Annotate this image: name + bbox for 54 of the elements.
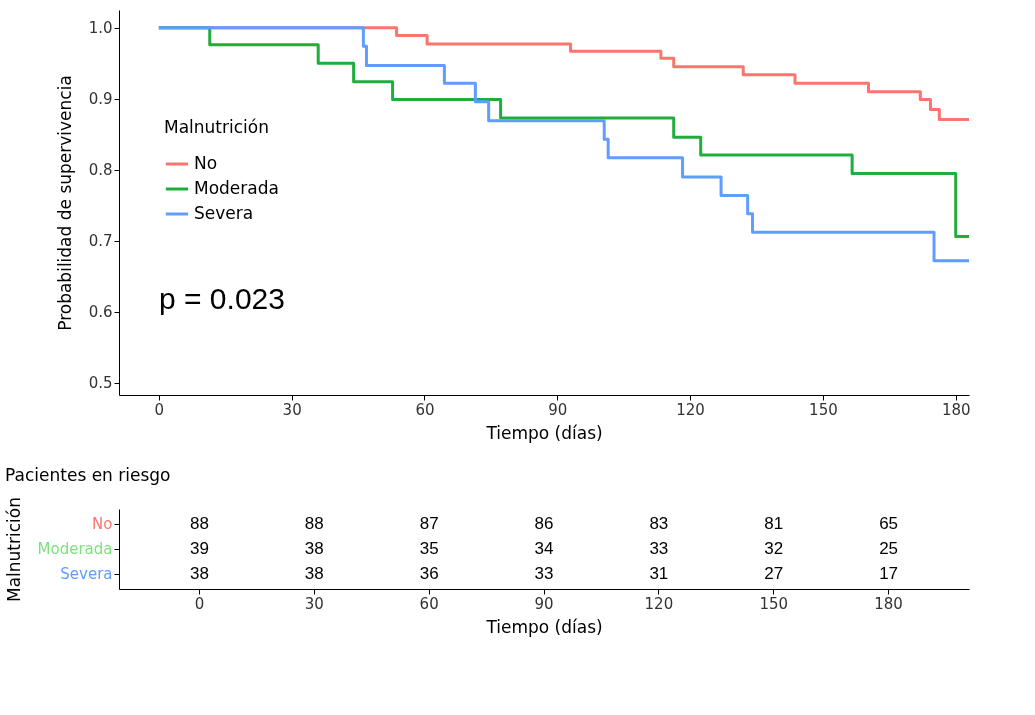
data-label: 27 — [764, 564, 784, 583]
chart-title: Pacientes en riesgo — [5, 464, 171, 485]
data-label: 87 — [419, 514, 439, 533]
x-tick-label: 30 — [304, 594, 324, 613]
data-label: 38 — [189, 564, 209, 583]
data-label: 31 — [649, 564, 669, 583]
legend-label: No — [194, 153, 218, 173]
data-label: 88 — [304, 514, 324, 533]
legend-title: Malnutrición — [164, 117, 269, 137]
legend-label: Moderada — [194, 178, 279, 198]
data-label: 17 — [879, 564, 899, 583]
data-label: 81 — [764, 514, 784, 533]
data-label: 32 — [764, 539, 784, 558]
data-label: 38 — [304, 564, 324, 583]
x-tick-label: 120 — [676, 400, 705, 419]
x-tick-label: 150 — [809, 400, 838, 419]
data-label: 39 — [189, 539, 209, 558]
data-label: 35 — [419, 539, 439, 558]
x-tick-label: 60 — [415, 400, 435, 419]
data-label: 33 — [649, 539, 669, 558]
x-tick-label: 30 — [282, 400, 302, 419]
x-tick-label: 180 — [874, 594, 903, 613]
y-axis-title: Probabilidad de supervivencia — [54, 75, 75, 331]
legend-label: Severa — [194, 203, 254, 223]
data-label: 38 — [304, 539, 324, 558]
x-tick-label: 90 — [548, 400, 568, 419]
annotation: p = 0.023 — [159, 282, 285, 315]
data-label: 86 — [534, 514, 554, 533]
data-label: 33 — [534, 564, 554, 583]
x-tick-label: 0 — [194, 594, 205, 613]
x-tick-label: 120 — [644, 594, 674, 613]
y-axis-title: Malnutrición — [3, 497, 24, 602]
y-tick-label: 1.0 — [88, 19, 113, 38]
data-label: 34 — [534, 539, 554, 558]
data-label: 36 — [419, 564, 439, 583]
x-axis-title: Tiempo (días) — [485, 422, 603, 443]
data-label: 83 — [649, 514, 669, 533]
x-tick-label: 90 — [534, 594, 554, 613]
x-axis-title: Tiempo (días) — [485, 616, 603, 637]
x-tick-label: 180 — [941, 400, 971, 419]
y-tick-label: 0.6 — [88, 303, 113, 322]
y-tick-label: Moderada — [37, 540, 113, 558]
data-label: 88 — [189, 514, 209, 533]
y-tick-label: 0.8 — [88, 161, 113, 180]
y-tick-label: 0.5 — [88, 374, 113, 393]
y-tick-label: 0.9 — [88, 90, 113, 109]
y-tick-label: No — [92, 515, 113, 533]
data-label: 65 — [879, 514, 899, 533]
x-tick-label: 60 — [419, 594, 439, 613]
y-tick-label: 0.7 — [88, 232, 113, 251]
data-label: 25 — [879, 539, 899, 558]
y-tick-label: Severa — [60, 565, 113, 583]
x-tick-label: 150 — [759, 594, 789, 613]
x-tick-label: 0 — [154, 400, 165, 419]
